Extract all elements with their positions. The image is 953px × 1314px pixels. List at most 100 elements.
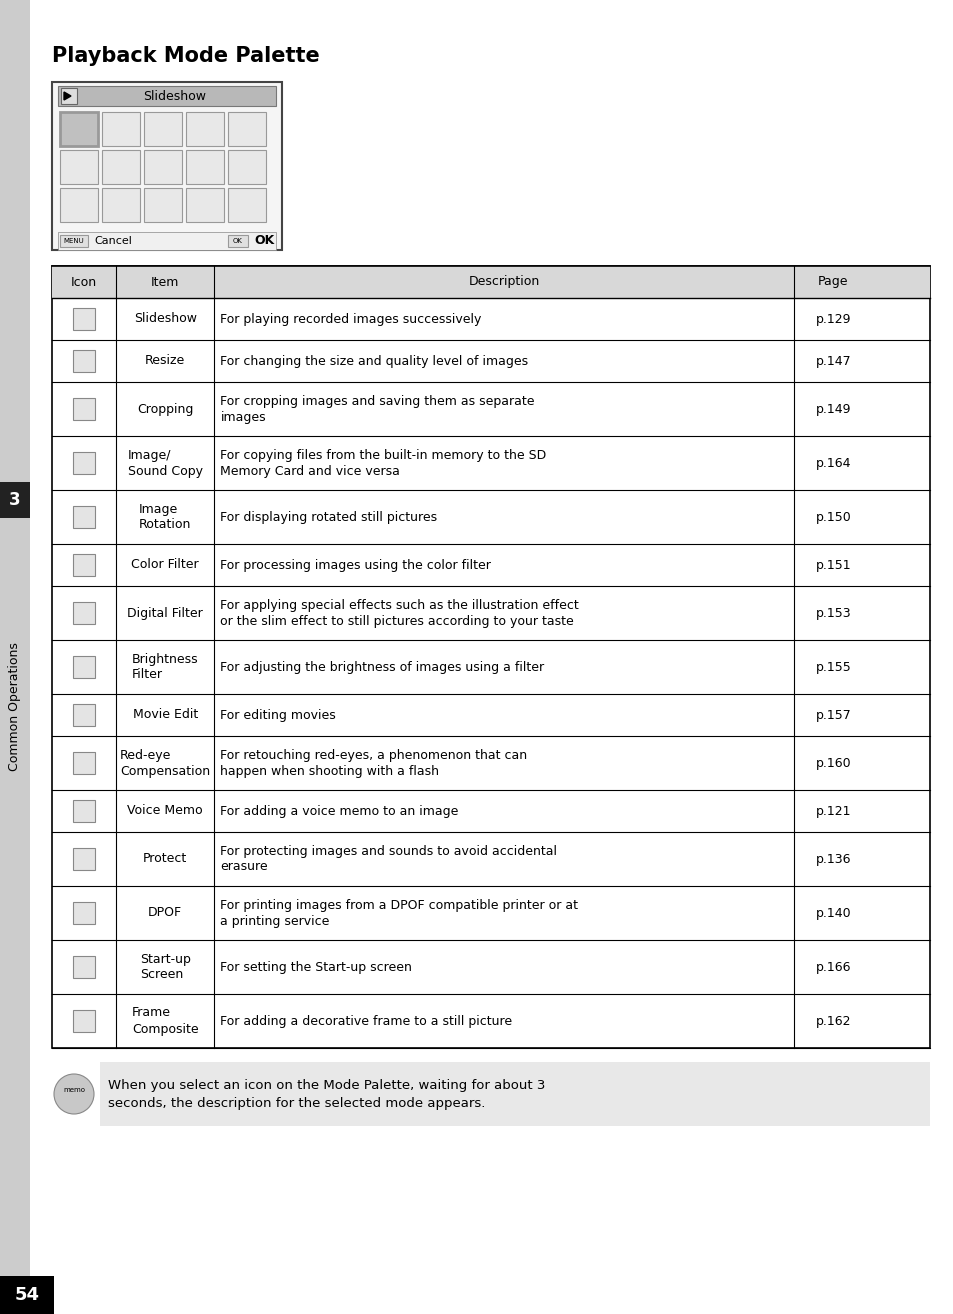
Polygon shape	[64, 92, 71, 100]
Text: Voice Memo: Voice Memo	[128, 804, 203, 817]
Bar	[73, 656, 95, 678]
Text: For adding a decorative frame to a still picture: For adding a decorative frame to a still…	[220, 1014, 512, 1028]
Text: Slideshow: Slideshow	[143, 89, 206, 102]
Text: For editing movies: For editing movies	[220, 708, 335, 721]
Text: 54: 54	[14, 1286, 39, 1303]
Bar	[144, 112, 182, 146]
Bar	[186, 112, 224, 146]
Text: p.147: p.147	[815, 355, 850, 368]
Text: p.164: p.164	[815, 456, 850, 469]
Text: Item: Item	[151, 276, 179, 289]
Text: For copying files from the built-in memory to the SD
Memory Card and vice versa: For copying files from the built-in memo…	[220, 448, 546, 477]
Text: Description: Description	[468, 276, 539, 289]
Text: When you select an icon on the Mode Palette, waiting for about 3
seconds, the de: When you select an icon on the Mode Pale…	[108, 1079, 545, 1109]
Text: p.166: p.166	[815, 961, 850, 974]
Text: p.136: p.136	[815, 853, 850, 866]
Text: p.149: p.149	[815, 402, 850, 415]
Text: p.162: p.162	[815, 1014, 850, 1028]
Bar	[102, 112, 140, 146]
Bar	[73, 752, 95, 774]
Bar	[0, 1276, 54, 1314]
Bar	[228, 235, 248, 247]
Bar	[73, 800, 95, 823]
Text: p.129: p.129	[815, 313, 850, 326]
Text: For setting the Start-up screen: For setting the Start-up screen	[220, 961, 412, 974]
Bar	[52, 265, 929, 298]
Bar	[186, 188, 224, 222]
Text: Frame
Composite: Frame Composite	[132, 1007, 198, 1035]
Text: p.150: p.150	[815, 511, 850, 523]
Text: Common Operations: Common Operations	[9, 643, 22, 771]
Bar	[73, 901, 95, 924]
Text: Start-up
Screen: Start-up Screen	[140, 953, 191, 982]
Bar	[58, 85, 275, 106]
Bar	[144, 150, 182, 184]
Bar	[100, 1062, 929, 1126]
Text: p.151: p.151	[815, 558, 850, 572]
Bar	[186, 150, 224, 184]
Text: Icon: Icon	[71, 276, 97, 289]
Text: Protect: Protect	[143, 853, 187, 866]
Text: Color Filter: Color Filter	[132, 558, 199, 572]
Text: Playback Mode Palette: Playback Mode Palette	[52, 46, 319, 66]
Text: OK: OK	[233, 238, 243, 244]
Text: Digital Filter: Digital Filter	[128, 607, 203, 619]
Text: Cancel: Cancel	[94, 237, 132, 246]
Text: For processing images using the color filter: For processing images using the color fi…	[220, 558, 491, 572]
Text: For adjusting the brightness of images using a filter: For adjusting the brightness of images u…	[220, 661, 544, 674]
Text: memo: memo	[63, 1087, 85, 1093]
Bar	[73, 555, 95, 576]
Circle shape	[54, 1074, 94, 1114]
Text: For changing the size and quality level of images: For changing the size and quality level …	[220, 355, 528, 368]
Text: For playing recorded images successively: For playing recorded images successively	[220, 313, 481, 326]
Text: Slideshow: Slideshow	[133, 313, 196, 326]
Text: MENU: MENU	[64, 238, 84, 244]
Text: Page: Page	[818, 276, 848, 289]
Bar	[228, 150, 266, 184]
Bar	[73, 506, 95, 528]
Text: For adding a voice memo to an image: For adding a voice memo to an image	[220, 804, 458, 817]
Bar	[0, 482, 30, 518]
Bar	[73, 1010, 95, 1031]
Bar	[73, 957, 95, 978]
Text: For applying special effects such as the illustration effect
or the slim effect : For applying special effects such as the…	[220, 598, 578, 628]
Bar	[60, 235, 88, 247]
Text: Movie Edit: Movie Edit	[132, 708, 197, 721]
Text: OK: OK	[253, 234, 274, 247]
Bar	[60, 112, 98, 146]
Text: p.157: p.157	[815, 708, 850, 721]
Bar	[52, 265, 929, 1049]
Bar	[60, 150, 98, 184]
Bar	[61, 88, 77, 104]
Bar	[52, 81, 282, 250]
Text: p.121: p.121	[815, 804, 850, 817]
Text: For protecting images and sounds to avoid accidental
erasure: For protecting images and sounds to avoi…	[220, 845, 557, 874]
Text: Red-eye
Compensation: Red-eye Compensation	[120, 749, 210, 778]
Text: Image
Rotation: Image Rotation	[139, 502, 192, 531]
Text: For cropping images and saving them as separate
images: For cropping images and saving them as s…	[220, 394, 535, 423]
Text: For retouching red-eyes, a phenomenon that can
happen when shooting with a flash: For retouching red-eyes, a phenomenon th…	[220, 749, 527, 778]
Text: For displaying rotated still pictures: For displaying rotated still pictures	[220, 511, 437, 523]
Bar	[73, 602, 95, 624]
Text: 3: 3	[10, 491, 21, 509]
Bar	[60, 188, 98, 222]
Bar	[73, 848, 95, 870]
Bar	[73, 398, 95, 420]
Bar	[73, 704, 95, 727]
Bar	[58, 233, 275, 250]
Text: p.155: p.155	[815, 661, 850, 674]
Bar	[102, 150, 140, 184]
Bar	[73, 452, 95, 474]
Text: Cropping: Cropping	[137, 402, 193, 415]
Bar	[73, 307, 95, 330]
Text: p.140: p.140	[815, 907, 850, 920]
Text: Image/
Sound Copy: Image/ Sound Copy	[128, 448, 203, 477]
Bar	[0, 0, 30, 1276]
Text: p.160: p.160	[815, 757, 850, 770]
Bar	[73, 350, 95, 372]
Text: Brightness
Filter: Brightness Filter	[132, 653, 198, 682]
Bar	[102, 188, 140, 222]
Text: Resize: Resize	[145, 355, 185, 368]
Text: p.153: p.153	[815, 607, 850, 619]
Text: DPOF: DPOF	[148, 907, 182, 920]
